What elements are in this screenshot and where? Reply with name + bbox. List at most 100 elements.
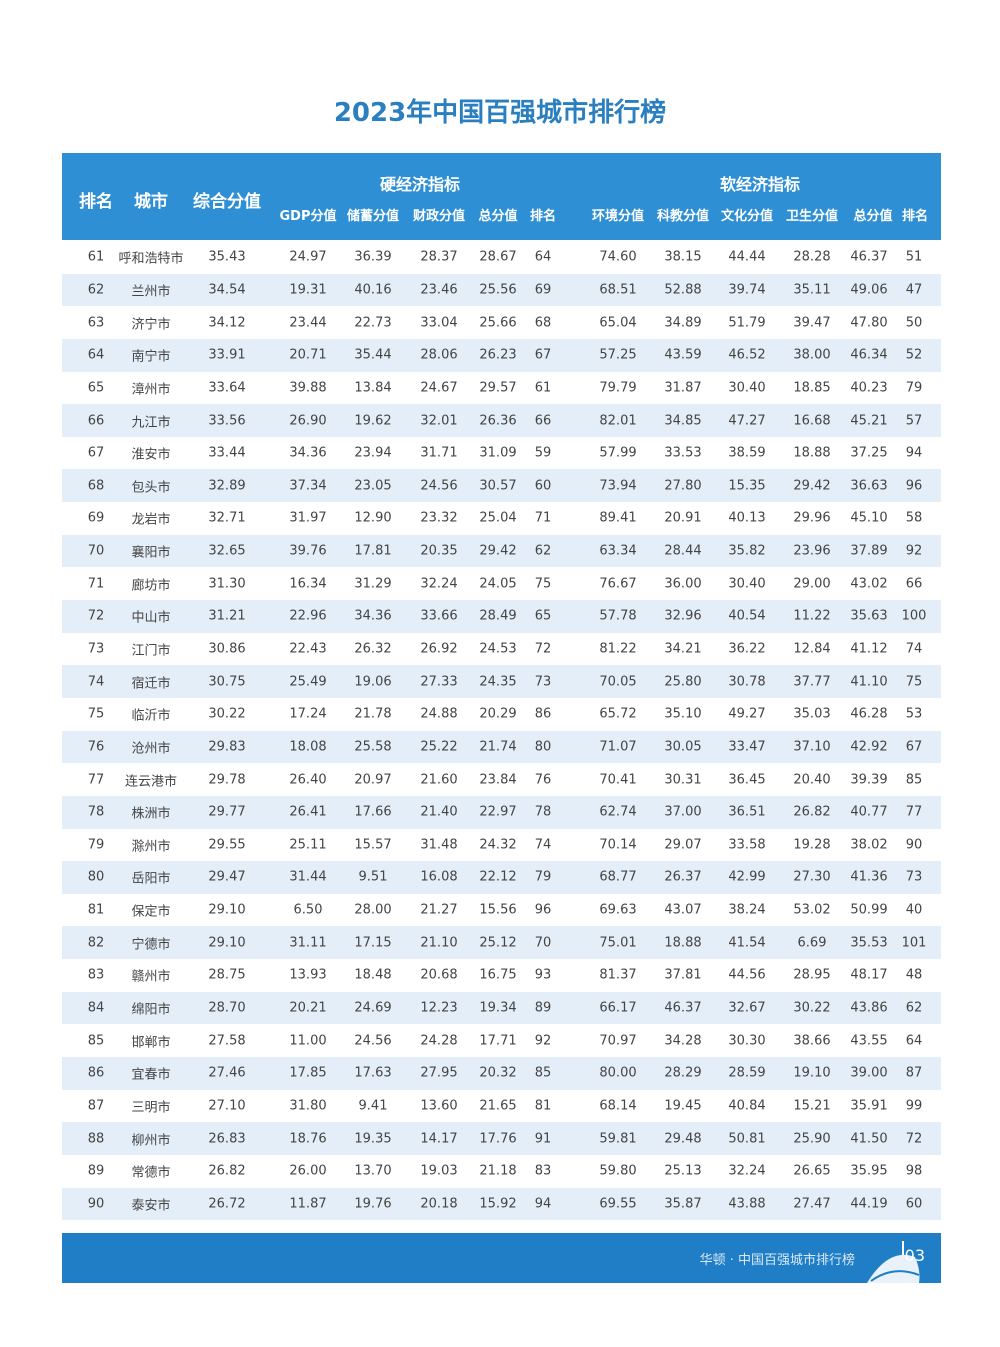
cell-fiscal: 21.40	[420, 804, 458, 820]
cell-rank: 85	[87, 1033, 105, 1049]
cell-savings: 28.00	[354, 902, 392, 918]
cell-savings: 40.16	[354, 282, 392, 298]
cell-hard-rank: 60	[534, 478, 552, 494]
cell-sci-edu: 36.00	[664, 576, 702, 592]
cell-health: 35.11	[793, 282, 831, 298]
cell-culture: 40.13	[728, 510, 766, 526]
table-row: 84 绵阳市 28.70 20.21 24.69 12.23 19.34 89 66.17 46.…	[62, 991, 941, 1025]
cell-health: 20.40	[793, 772, 831, 788]
cell-gdp: 23.44	[289, 315, 327, 331]
cell-rank: 62	[87, 282, 105, 298]
cell-gdp: 16.34	[289, 576, 327, 592]
cell-composite: 29.10	[208, 935, 246, 951]
cell-sci-edu: 37.81	[664, 967, 702, 983]
cell-city: 绵阳市	[131, 1002, 171, 1018]
cell-gdp: 34.36	[289, 445, 327, 461]
cell-rank: 61	[87, 249, 105, 265]
cell-hard-total: 25.12	[479, 935, 517, 951]
cell-composite: 31.21	[208, 608, 246, 624]
table-row: 67 淮安市 33.44 34.36 23.94 31.71 31.09 59 57.99 33.…	[62, 437, 941, 470]
cell-composite: 30.22	[208, 706, 246, 722]
cell-composite: 27.46	[208, 1065, 246, 1081]
page-number: 03	[904, 1246, 925, 1265]
cell-culture: 33.58	[728, 837, 766, 853]
cell-health: 53.02	[793, 902, 831, 918]
cell-hard-rank: 89	[534, 1000, 552, 1016]
cell-soft-rank: 52	[905, 347, 923, 363]
cell-sci-edu: 43.59	[664, 347, 702, 363]
cell-health: 37.10	[793, 739, 831, 755]
cell-environment: 74.60	[599, 249, 637, 265]
cell-sci-edu: 18.88	[664, 935, 702, 951]
cell-city: 漳州市	[131, 382, 171, 398]
cell-gdp: 18.76	[289, 1131, 327, 1147]
cell-hard-rank: 74	[534, 837, 552, 853]
cell-sci-edu: 31.87	[664, 380, 702, 396]
cell-hard-total: 22.97	[479, 804, 517, 820]
cell-soft-total: 46.34	[850, 347, 888, 363]
cell-hard-total: 29.42	[479, 543, 517, 559]
cell-savings: 35.44	[354, 347, 392, 363]
cell-soft-total: 49.06	[850, 282, 888, 298]
cell-hard-total: 28.67	[479, 249, 517, 265]
cell-environment: 57.99	[599, 445, 637, 461]
cell-soft-total: 45.21	[850, 413, 888, 429]
cell-city: 九江市	[131, 415, 171, 431]
cell-soft-rank: 77	[905, 804, 923, 820]
cell-gdp: 20.21	[289, 1000, 327, 1016]
cell-hard-rank: 80	[534, 739, 552, 755]
cell-fiscal: 25.22	[420, 739, 458, 755]
cell-fiscal: 21.60	[420, 772, 458, 788]
cell-sci-edu: 30.31	[664, 772, 702, 788]
cell-rank: 65	[87, 380, 105, 396]
table-row: 75 临沂市 30.22 17.24 21.78 24.88 20.29 86 65.72 35.…	[62, 698, 941, 731]
cell-rank: 63	[87, 315, 105, 331]
cell-soft-rank: 58	[905, 510, 923, 526]
cell-sci-edu: 29.07	[664, 837, 702, 853]
cell-hard-total: 17.76	[479, 1131, 517, 1147]
cell-hard-rank: 76	[534, 772, 552, 788]
cell-fiscal: 28.06	[420, 347, 458, 363]
cell-soft-rank: 94	[905, 445, 923, 461]
cell-environment: 59.80	[599, 1163, 637, 1179]
cell-environment: 68.51	[599, 282, 637, 298]
cell-health: 28.95	[793, 967, 831, 983]
ranking-table-body: 61 呼和浩特市 35.43 24.97 36.39 28.37 28.67 64 74.60 3…	[62, 241, 941, 1221]
cell-gdp: 31.97	[289, 510, 327, 526]
cell-city: 龙岩市	[131, 512, 171, 528]
cell-fiscal: 20.35	[420, 543, 458, 559]
cell-composite: 29.78	[208, 772, 246, 788]
cell-hard-rank: 85	[534, 1065, 552, 1081]
cell-culture: 38.24	[728, 902, 766, 918]
cell-composite: 31.30	[208, 576, 246, 592]
cell-fiscal: 26.92	[420, 641, 458, 657]
cell-culture: 47.27	[728, 413, 766, 429]
cell-soft-total: 37.89	[850, 543, 888, 559]
cell-health: 38.00	[793, 347, 831, 363]
cell-rank: 72	[87, 608, 105, 624]
cell-sci-edu: 34.28	[664, 1033, 702, 1049]
cell-culture: 43.88	[728, 1196, 766, 1212]
cell-soft-total: 50.99	[850, 902, 888, 918]
cell-gdp: 26.90	[289, 413, 327, 429]
page-title: 2023年中国百强城市排行榜	[333, 98, 667, 128]
cell-fiscal: 32.01	[420, 413, 458, 429]
cell-composite: 30.86	[208, 641, 246, 657]
cell-soft-rank: 50	[905, 315, 923, 331]
table-row: 73 江门市 30.86 22.43 26.32 26.92 24.53 72 81.22 34.…	[62, 633, 941, 666]
cell-hard-total: 15.92	[479, 1196, 517, 1212]
cell-fiscal: 16.08	[420, 869, 458, 885]
cell-gdp: 11.00	[289, 1033, 327, 1049]
cell-soft-total: 35.63	[850, 608, 888, 624]
table-row: 81 保定市 29.10 6.50 28.00 21.27 15.56 96 69.63 43.0…	[62, 894, 941, 927]
cell-composite: 30.75	[208, 674, 246, 690]
cell-savings: 13.84	[354, 380, 392, 396]
cell-soft-rank: 67	[905, 739, 923, 755]
cell-city: 株洲市	[131, 806, 171, 822]
cell-soft-total: 41.36	[850, 869, 888, 885]
cell-rank: 74	[87, 674, 105, 690]
cell-soft-rank: 60	[905, 1196, 923, 1212]
cell-sci-edu: 43.07	[664, 902, 702, 918]
cell-health: 23.96	[793, 543, 831, 559]
cell-composite: 34.54	[208, 282, 246, 298]
